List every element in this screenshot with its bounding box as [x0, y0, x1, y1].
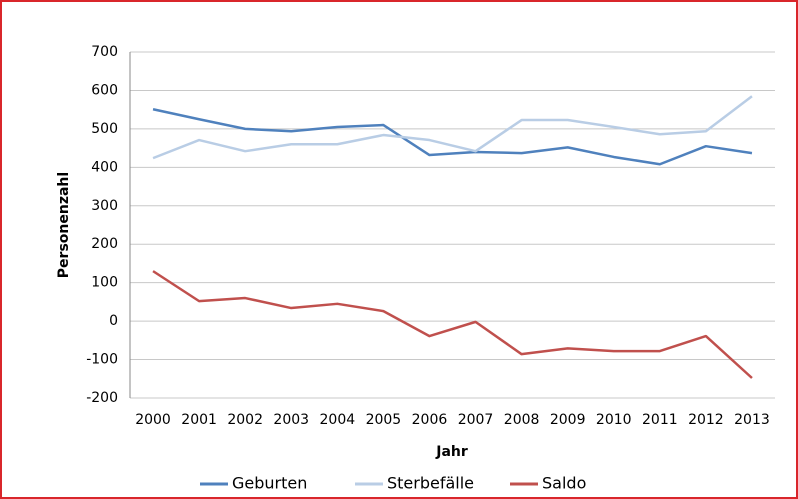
- y-tick-label: 700: [91, 44, 118, 60]
- y-tick-label: 0: [109, 313, 118, 329]
- x-tick-label: 2012: [688, 412, 724, 428]
- x-tick-label: 2013: [734, 412, 770, 428]
- line-series: [152, 270, 753, 379]
- x-tick-label: 2006: [412, 412, 448, 428]
- x-axis-label: Jahr: [435, 444, 468, 460]
- x-tick-label: 2010: [596, 412, 632, 428]
- x-tick-label: 2001: [181, 412, 217, 428]
- x-tick-label: 2004: [320, 412, 356, 428]
- y-tick-label: -200: [86, 390, 118, 406]
- y-tick-label: 600: [91, 82, 118, 98]
- x-tick-label: 2007: [458, 412, 494, 428]
- x-tick-label: 2002: [227, 412, 263, 428]
- y-tick-label: 300: [91, 198, 118, 214]
- legend-label: Saldo: [542, 474, 586, 493]
- y-tick-label: -100: [86, 352, 118, 368]
- legend-label: Sterbefälle: [387, 474, 474, 493]
- line-series: [152, 108, 753, 166]
- y-tick-label: 200: [91, 236, 118, 252]
- legend-label: Geburten: [232, 474, 307, 493]
- x-tick-label: 2008: [504, 412, 540, 428]
- y-tick-label: 100: [91, 275, 118, 291]
- x-tick-label: 2005: [366, 412, 402, 428]
- x-tick-label: 2000: [135, 412, 171, 428]
- x-tick-label: 2003: [273, 412, 309, 428]
- line-series: [152, 95, 753, 160]
- y-tick-label: 400: [91, 159, 118, 175]
- y-axis-label: Personenzahl: [56, 172, 72, 278]
- x-tick-label: 2011: [642, 412, 678, 428]
- x-tick-label: 2009: [550, 412, 586, 428]
- y-tick-label: 500: [91, 121, 118, 137]
